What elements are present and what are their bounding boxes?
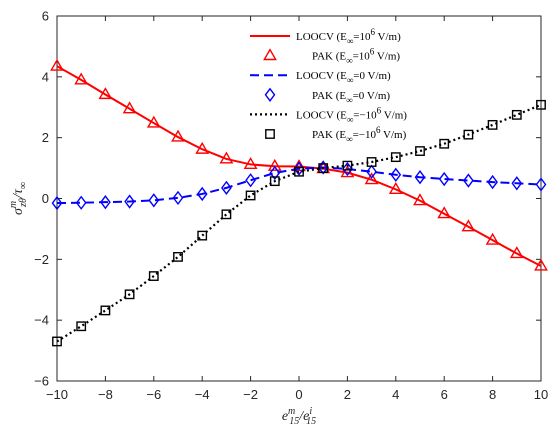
marker-pak-pos <box>485 232 500 245</box>
marker-pak-neg <box>148 271 159 281</box>
marker-pak-zero <box>463 173 474 188</box>
x-tick-label: −6 <box>146 387 161 402</box>
marker-pak-zero <box>100 194 111 210</box>
marker-pak-pos <box>146 115 161 128</box>
legend-swatch-pak-pos <box>263 48 277 61</box>
y-tick-label: 0 <box>42 191 49 206</box>
y-tick-label: −4 <box>34 313 49 328</box>
marker-pak-pos <box>267 158 282 171</box>
legend-label-loocv-neg: LOOCV (E∞=−106 V/m) <box>296 105 407 124</box>
marker-pak-zero <box>342 161 353 177</box>
legend-label-loocv-pos: LOOCV (E∞=106 V/m) <box>296 27 401 46</box>
y-tick-label: −6 <box>34 374 49 389</box>
y-tick-label: 2 <box>42 130 49 145</box>
x-tick-label: −8 <box>98 387 113 402</box>
marker-pak-zero <box>390 167 402 182</box>
marker-pak-neg <box>318 163 329 173</box>
marker-pak-neg <box>536 99 546 110</box>
marker-pak-pos <box>534 258 548 271</box>
marker-pak-pos <box>413 193 427 206</box>
x-axis-label: em 15/ei 15 <box>282 406 316 427</box>
marker-pak-neg <box>294 166 304 177</box>
marker-pak-neg <box>124 289 135 300</box>
x-tick-label: 2 <box>344 387 351 402</box>
marker-pak-zero <box>293 161 305 176</box>
series-line-loocv-zero <box>56 166 542 205</box>
marker-pak-zero <box>221 180 232 196</box>
marker-pak-neg <box>366 157 377 167</box>
x-tick-label: 6 <box>441 387 448 402</box>
legend-swatch-pak-zero <box>264 87 276 102</box>
legend: LOOCV (E∞=106 V/m)PAK (E∞=106 V/m) LOOCV … <box>250 27 407 144</box>
x-tick-label: 0 <box>295 387 302 402</box>
series-line-loocv-pos <box>56 65 542 267</box>
marker-pak-pos <box>364 172 379 185</box>
marker-pak-zero <box>269 165 281 181</box>
marker-pak-neg <box>390 152 401 163</box>
y-axis-label: σmzθ/τ∞ <box>8 182 29 215</box>
y-tick-label: 4 <box>42 69 49 84</box>
marker-pak-pos <box>388 181 403 194</box>
x-tick-label: −4 <box>195 387 210 402</box>
x-tick-label: 8 <box>489 387 496 402</box>
marker-pak-pos <box>98 87 113 100</box>
x-tick-label: −10 <box>46 387 68 402</box>
marker-pak-zero <box>438 171 450 187</box>
marker-pak-pos <box>195 141 210 154</box>
marker-pak-pos <box>437 206 452 219</box>
x-tick-label: 10 <box>534 387 548 402</box>
marker-pak-zero <box>51 195 63 211</box>
marker-pak-zero <box>511 176 523 191</box>
marker-pak-neg <box>439 138 450 149</box>
marker-pak-neg <box>173 251 183 262</box>
marker-pak-neg <box>100 305 111 316</box>
y-tick-label: 6 <box>42 9 49 24</box>
marker-pak-pos <box>219 151 234 164</box>
marker-pak-neg <box>487 119 498 130</box>
x-tick-label: 4 <box>392 387 399 402</box>
marker-pak-zero <box>196 186 208 202</box>
axes-group: −10 −8 −6 −4 −2 0 2 4 6 8 10 −6 −4 −2 0 2 4 6 <box>34 9 548 403</box>
legend-label-loocv-zero: LOOCV (E∞=0 V/m) <box>296 70 391 85</box>
series-group <box>50 58 548 347</box>
marker-pak-neg <box>197 230 208 241</box>
marker-pak-zero <box>124 194 135 209</box>
marker-pak-neg <box>463 129 474 140</box>
y-tick-label: −2 <box>34 252 49 267</box>
marker-pak-zero <box>535 177 547 192</box>
legend-label-pak-zero: PAK (E∞=0 V/m) <box>312 90 390 105</box>
marker-pak-neg <box>76 321 87 332</box>
marker-pak-neg <box>52 336 62 347</box>
marker-pak-neg <box>269 176 280 187</box>
legend-label-pak-pos: PAK (E∞=106 V/m) <box>312 47 400 66</box>
marker-pak-pos <box>74 72 89 85</box>
marker-pak-pos <box>461 219 476 232</box>
marker-pak-neg <box>415 146 425 156</box>
x-tick-label: −2 <box>243 387 258 402</box>
marker-pak-neg <box>245 190 256 201</box>
legend-label-pak-neg: PAK (E∞=−106 V/m) <box>312 125 407 144</box>
marker-pak-neg <box>221 209 232 220</box>
marker-pak-pos <box>171 129 185 142</box>
marker-pak-zero <box>366 164 377 179</box>
marker-pak-zero <box>148 193 160 208</box>
marker-pak-zero <box>487 174 498 190</box>
marker-pak-zero <box>245 173 256 188</box>
legend-swatch-pak-neg <box>265 129 275 139</box>
marker-pak-pos <box>509 246 524 259</box>
marker-pak-pos <box>50 58 64 71</box>
marker-pak-neg <box>342 160 353 171</box>
marker-pak-zero <box>414 170 426 185</box>
series-line-loocv-neg <box>56 103 542 343</box>
marker-pak-zero <box>317 160 329 175</box>
marker-pak-zero <box>75 195 87 210</box>
marker-pak-neg <box>511 109 522 120</box>
marker-pak-pos <box>122 101 137 114</box>
marker-pak-zero <box>172 190 184 206</box>
marker-pak-pos <box>243 157 258 170</box>
